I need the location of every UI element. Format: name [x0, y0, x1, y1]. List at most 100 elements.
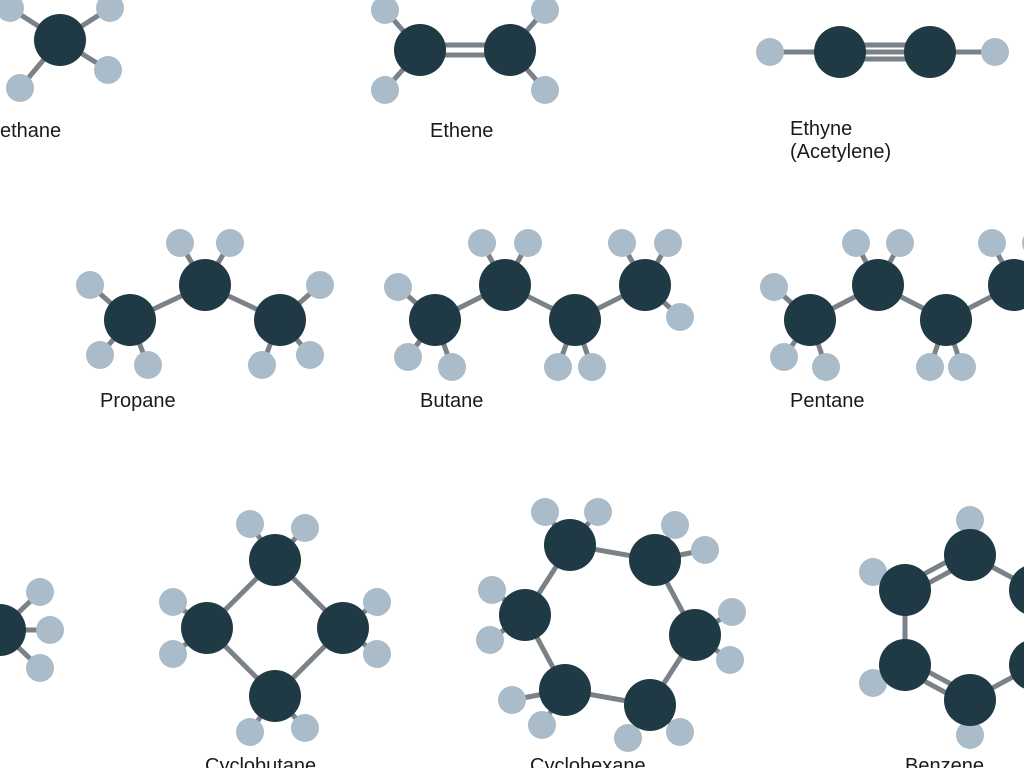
hydrogen-atom	[384, 273, 412, 301]
hydrogen-atom	[661, 511, 689, 539]
carbon-atom	[179, 259, 231, 311]
carbon-atom	[624, 679, 676, 731]
hydrogen-atom	[760, 273, 788, 301]
hydrogen-atom	[478, 576, 506, 604]
hydrogen-atom	[528, 711, 556, 739]
hydrogen-atom	[584, 498, 612, 526]
carbon-atom	[784, 294, 836, 346]
molecule-label-cyclohexane: Cyclohexane	[530, 755, 646, 768]
carbon-atom	[317, 602, 369, 654]
carbon-atom	[920, 294, 972, 346]
hydrogen-atom	[76, 271, 104, 299]
hydrogen-atom	[36, 616, 64, 644]
hydrogen-atom	[306, 271, 334, 299]
carbon-atom	[181, 602, 233, 654]
molecule-label-butane: Butane	[420, 390, 483, 413]
hydrogen-atom	[716, 646, 744, 674]
hydrogen-atom	[371, 76, 399, 104]
carbon-atom	[104, 294, 156, 346]
molecule-ethyne	[740, 10, 1010, 110]
hydrogen-atom	[544, 353, 572, 381]
carbon-atom	[1009, 564, 1024, 616]
hydrogen-atom	[476, 626, 504, 654]
carbon-atom	[619, 259, 671, 311]
hydrogen-atom	[86, 341, 114, 369]
carbon-atom	[944, 674, 996, 726]
hydrogen-atom	[6, 74, 34, 102]
hydrogen-atom	[770, 343, 798, 371]
hydrogen-atom	[531, 498, 559, 526]
carbon-atom	[539, 664, 591, 716]
hydrogen-atom	[514, 229, 542, 257]
hydrogen-atom	[134, 351, 162, 379]
hydrogen-atom	[978, 229, 1006, 257]
hydrogen-atom	[498, 686, 526, 714]
molecule-butane	[380, 225, 700, 395]
molecule-pentane	[760, 225, 1024, 395]
hydrogen-atom	[756, 38, 784, 66]
carbon-atom	[879, 639, 931, 691]
hydrogen-atom	[296, 341, 324, 369]
carbon-atom	[479, 259, 531, 311]
carbon-atom	[549, 294, 601, 346]
hydrogen-atom	[363, 588, 391, 616]
hydrogen-atom	[981, 38, 1009, 66]
hydrogen-atom	[531, 76, 559, 104]
carbon-atom	[409, 294, 461, 346]
hydrogen-atom	[26, 578, 54, 606]
hydrogen-atom	[842, 229, 870, 257]
carbon-atom	[988, 259, 1024, 311]
hydrogen-atom	[0, 0, 24, 22]
hydrogen-atom	[468, 229, 496, 257]
hydrogen-atom	[236, 510, 264, 538]
molecule-propane	[70, 225, 340, 395]
hydrogen-atom	[363, 640, 391, 668]
molecule-label-pentane: Pentane	[790, 390, 865, 413]
carbon-atom	[544, 519, 596, 571]
hydrogen-atom	[159, 588, 187, 616]
hydrogen-atom	[26, 654, 54, 682]
carbon-atom	[879, 564, 931, 616]
molecule-ethene	[360, 0, 590, 140]
hydrogen-atom	[916, 353, 944, 381]
hydrogen-atom	[248, 351, 276, 379]
molecule-benzene	[885, 510, 1024, 750]
hydrogen-atom	[812, 353, 840, 381]
hydrogen-atom	[438, 353, 466, 381]
carbon-atom	[852, 259, 904, 311]
carbon-atom	[1009, 639, 1024, 691]
carbon-atom	[249, 670, 301, 722]
hydrogen-atom	[166, 229, 194, 257]
molecule-label-benzene: Benzene	[905, 755, 984, 768]
carbon-atom	[249, 534, 301, 586]
molecule-label-cyclobutane: Cyclobutane	[205, 755, 316, 768]
hydrogen-atom	[666, 718, 694, 746]
carbon-atom	[944, 529, 996, 581]
hydrogen-atom	[236, 718, 264, 746]
hydrogen-atom	[666, 303, 694, 331]
carbon-atom	[814, 26, 866, 78]
molecule-label-propane: Propane	[100, 390, 176, 413]
carbon-atom	[394, 24, 446, 76]
carbon-atom	[669, 609, 721, 661]
hydrogen-atom	[96, 0, 124, 22]
hydrogen-atom	[614, 724, 642, 752]
diagram-canvas: ethaneEtheneEthyne (Acetylene)PropaneBut…	[0, 0, 1024, 768]
hydrogen-atom	[394, 343, 422, 371]
hydrogen-atom	[948, 353, 976, 381]
hydrogen-atom	[216, 229, 244, 257]
hydrogen-atom	[159, 640, 187, 668]
carbon-atom	[254, 294, 306, 346]
hydrogen-atom	[94, 56, 122, 84]
molecule-label-ethene: Ethene	[430, 120, 493, 143]
carbon-atom	[499, 589, 551, 641]
carbon-atom	[484, 24, 536, 76]
molecule-label-ethyne: Ethyne (Acetylene)	[790, 118, 891, 164]
hydrogen-atom	[886, 229, 914, 257]
carbon-atom	[34, 14, 86, 66]
hydrogen-atom	[718, 598, 746, 626]
molecule-frag-left	[0, 560, 90, 710]
carbon-atom	[904, 26, 956, 78]
molecule-cyclohexane	[470, 500, 760, 750]
carbon-atom	[629, 534, 681, 586]
